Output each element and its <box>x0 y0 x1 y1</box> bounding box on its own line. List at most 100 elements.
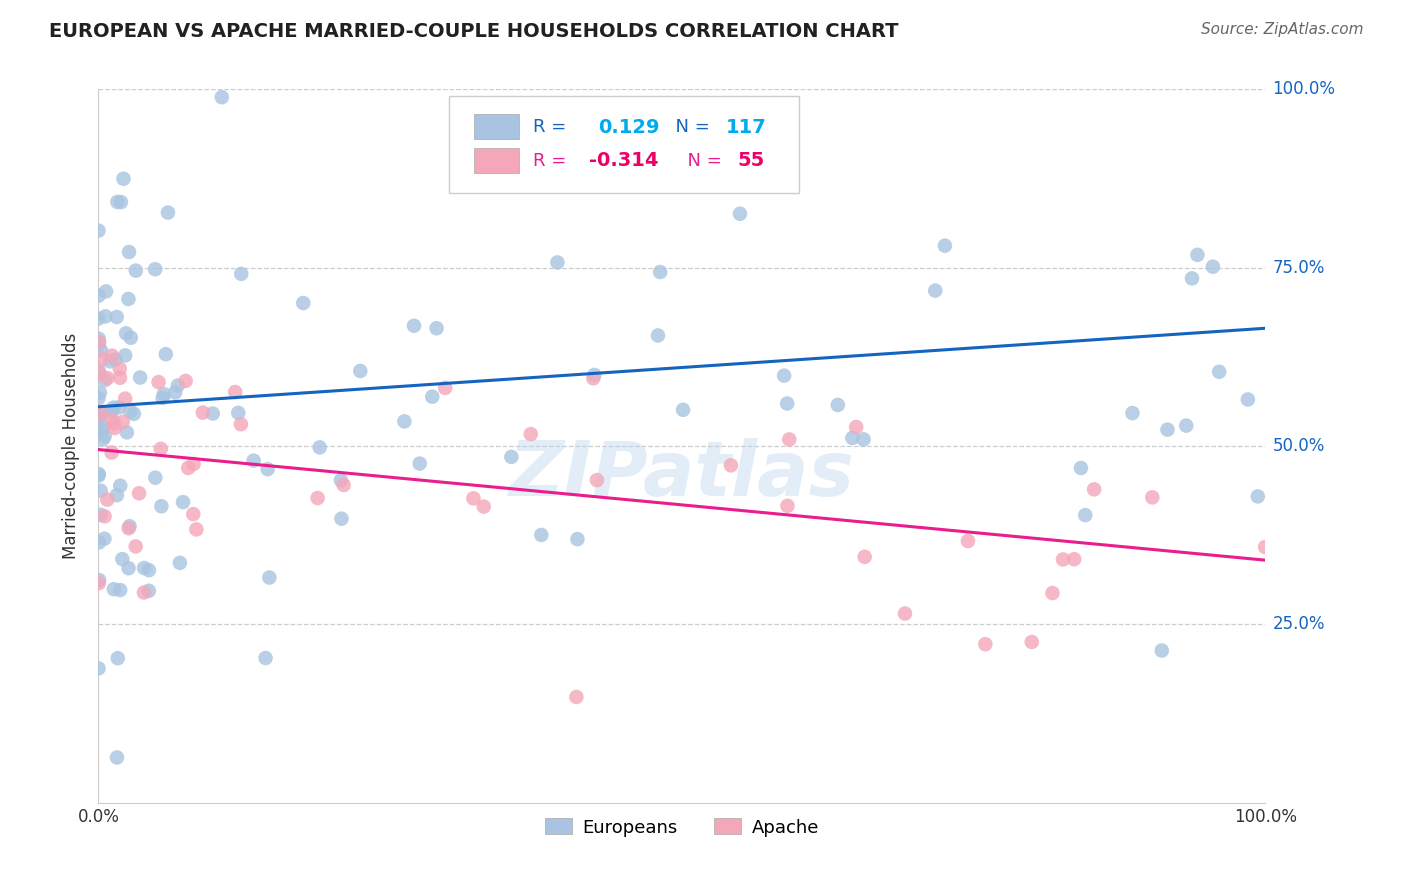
Point <box>434 381 457 395</box>
Point <box>845 420 868 434</box>
Point <box>853 549 876 564</box>
Point <box>93 429 115 443</box>
Text: 50.0%: 50.0% <box>1272 437 1324 455</box>
Point <box>89 573 111 587</box>
Point <box>308 441 330 455</box>
Point <box>91 406 114 420</box>
Point <box>90 483 112 498</box>
Point <box>956 533 979 548</box>
Point <box>172 495 194 509</box>
Point <box>582 371 605 385</box>
Point <box>1121 406 1143 420</box>
Point <box>87 363 110 377</box>
Point <box>91 423 114 437</box>
Point <box>120 331 142 345</box>
Point <box>117 561 139 575</box>
Point <box>201 407 224 421</box>
Point <box>567 532 589 546</box>
Point <box>103 417 125 431</box>
Point <box>394 414 416 428</box>
Point <box>101 413 124 427</box>
Point <box>89 385 111 400</box>
Point <box>87 332 110 346</box>
Point <box>110 478 132 492</box>
Point <box>115 425 138 440</box>
Text: EUROPEAN VS APACHE MARRIED-COUPLE HOUSEHOLDS CORRELATION CHART: EUROPEAN VS APACHE MARRIED-COUPLE HOUSEH… <box>49 22 898 41</box>
Point <box>111 552 134 566</box>
Point <box>108 401 131 415</box>
Point <box>87 467 110 481</box>
Point <box>565 690 588 704</box>
Point <box>122 407 145 421</box>
Point <box>647 328 669 343</box>
Point <box>125 263 148 277</box>
Point <box>329 473 352 487</box>
Point <box>114 392 136 406</box>
Point <box>132 561 155 575</box>
Point <box>924 284 946 298</box>
Point <box>1181 271 1204 285</box>
Point <box>117 292 139 306</box>
Point <box>100 404 122 418</box>
Point <box>93 419 115 434</box>
Point <box>974 637 997 651</box>
Point <box>827 398 849 412</box>
Point <box>1247 490 1270 504</box>
Point <box>94 310 117 324</box>
Point <box>118 521 141 535</box>
Point <box>169 556 191 570</box>
Point <box>229 417 252 432</box>
Point <box>191 406 214 420</box>
Point <box>108 583 131 598</box>
Point <box>852 433 875 447</box>
Point <box>111 415 134 429</box>
Point <box>166 378 188 392</box>
Point <box>1052 552 1074 566</box>
Point <box>211 90 233 104</box>
Point <box>112 171 135 186</box>
Point <box>501 450 523 464</box>
FancyBboxPatch shape <box>449 96 799 193</box>
Text: R =: R = <box>533 152 571 169</box>
Point <box>105 310 128 324</box>
Point <box>1074 508 1097 522</box>
Point <box>520 427 543 442</box>
Point <box>96 371 118 385</box>
Point <box>118 245 141 260</box>
Point <box>150 500 173 514</box>
Text: 25.0%: 25.0% <box>1272 615 1324 633</box>
Text: -0.314: -0.314 <box>589 151 658 170</box>
Point <box>426 321 449 335</box>
Point <box>256 462 278 476</box>
Point <box>89 411 111 425</box>
Point <box>934 238 956 252</box>
Point <box>110 195 132 210</box>
Point <box>330 512 353 526</box>
Point <box>105 194 128 209</box>
Point <box>1156 423 1178 437</box>
Point <box>89 367 111 381</box>
Point <box>153 387 176 401</box>
Point <box>87 408 110 422</box>
Point <box>89 334 111 349</box>
Y-axis label: Married-couple Households: Married-couple Households <box>62 333 80 559</box>
Point <box>894 607 917 621</box>
Point <box>87 468 110 483</box>
Point <box>1142 491 1164 505</box>
Text: 75.0%: 75.0% <box>1272 259 1324 277</box>
Point <box>728 207 751 221</box>
Point <box>1063 552 1085 566</box>
Point <box>1254 540 1277 554</box>
Point <box>107 651 129 665</box>
Text: 117: 117 <box>727 118 768 136</box>
Point <box>650 265 672 279</box>
Point <box>463 491 485 506</box>
Point <box>778 433 800 447</box>
Text: 100.0%: 100.0% <box>1272 80 1336 98</box>
Point <box>87 661 110 675</box>
Point <box>94 373 117 387</box>
Point <box>93 532 115 546</box>
Point <box>231 267 253 281</box>
Point <box>177 461 200 475</box>
Point <box>1150 643 1173 657</box>
